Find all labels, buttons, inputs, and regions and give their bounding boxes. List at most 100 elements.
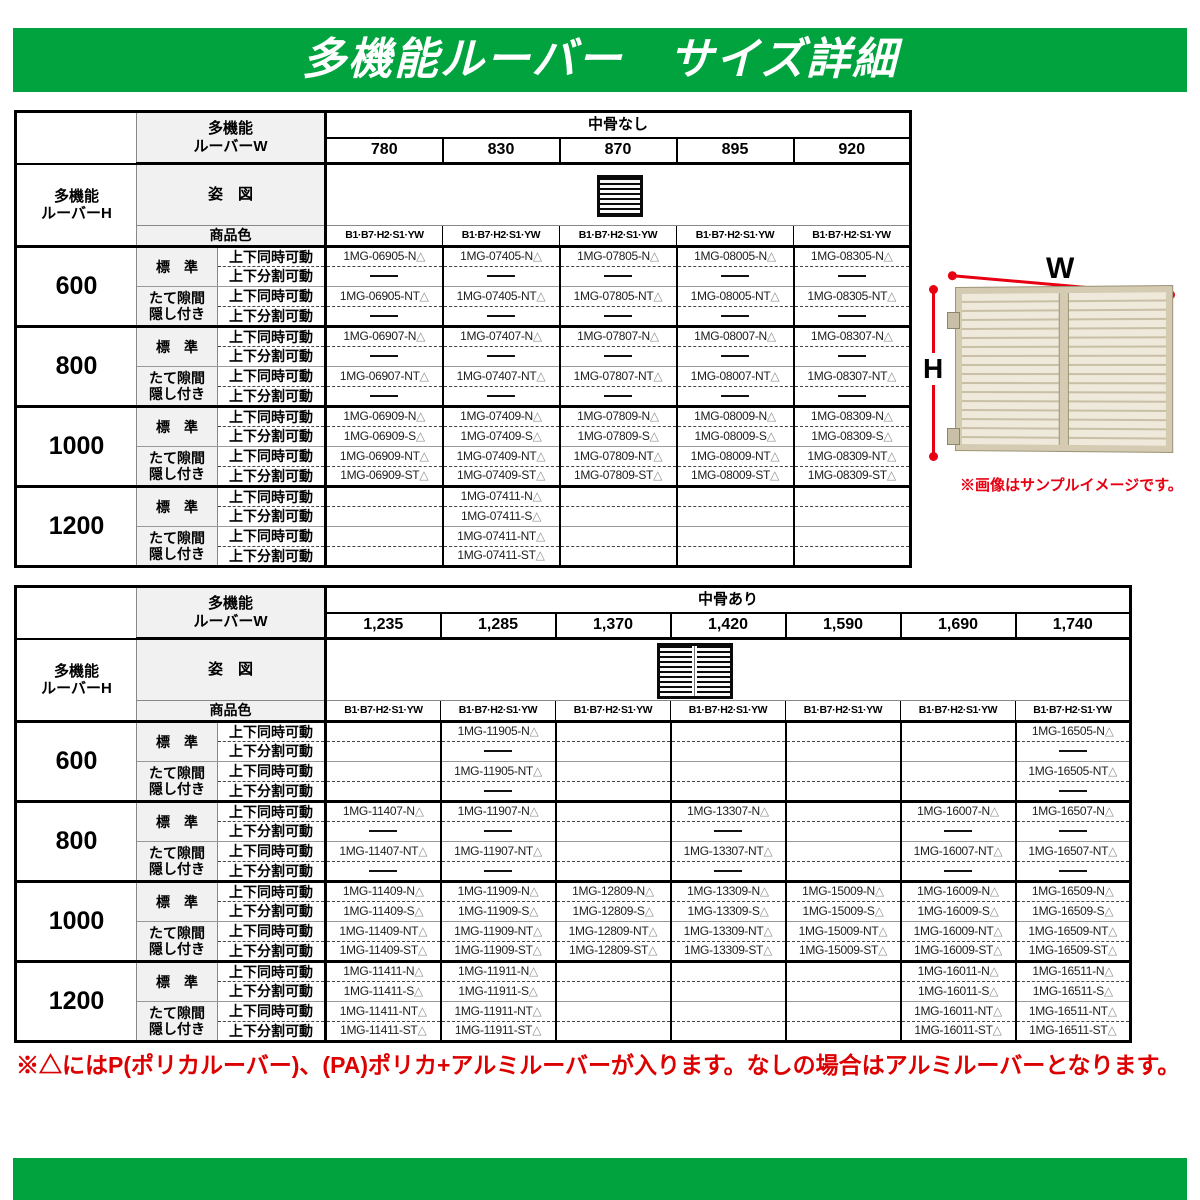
product-code-cell: 1MG-16511-ST△ [1014, 1021, 1131, 1043]
dash-cell [675, 386, 794, 408]
product-code-cell: 1MG-16009-S△ [899, 901, 1016, 922]
product-code-cell: 1MG-08309-S△ [792, 426, 911, 447]
height-cell: 1200 [15, 486, 137, 568]
dash-mark [714, 869, 742, 872]
product-code-cell: 1MG-11411-ST△ [324, 1021, 441, 1043]
corner-cell [15, 111, 137, 165]
color-codes-cell: B1·B7·H2·S1·YW [793, 225, 911, 248]
movable-type-cell: 上下分割可動 [217, 781, 327, 803]
empty-cell [324, 546, 443, 568]
empty-cell [675, 486, 794, 507]
product-code-cell: 1MG-06907-N△ [324, 326, 443, 347]
dash-cell [439, 741, 556, 762]
figure-label-cell: 姿 図 [136, 638, 327, 701]
width-header-cell: 1,690 [899, 612, 1016, 640]
product-code-cell: 1MG-11411-S△ [324, 981, 441, 1002]
empty-cell [675, 506, 794, 527]
dash-mark [721, 314, 749, 317]
product-code-cell: 1MG-07409-NT△ [441, 446, 560, 467]
empty-cell [784, 1021, 901, 1043]
empty-cell [558, 526, 677, 547]
category-gap-hidden-cell: たて隙間 隠し付き [136, 761, 218, 803]
color-codes-cell: B1·B7·H2·S1·YW [676, 225, 794, 248]
color-codes-cell: B1·B7·H2·S1·YW [325, 225, 443, 248]
product-code-cell: 1MG-06907-NT△ [324, 366, 443, 387]
category-standard-cell: 標 準 [136, 801, 218, 842]
product-code-cell: 1MG-07809-N△ [558, 406, 677, 427]
empty-cell [792, 526, 911, 547]
product-code-cell: 1MG-16509-N△ [1014, 881, 1131, 902]
category-gap-hidden-cell: たて隙間 隠し付き [136, 286, 218, 328]
product-code-cell: 1MG-06909-N△ [324, 406, 443, 427]
sample-image-caption: ※画像はサンプルイメージです。 [960, 477, 1183, 494]
movable-type-cell: 上下同時可動 [217, 721, 327, 742]
dash-mark [721, 275, 749, 278]
product-code-cell: 1MG-15009-S△ [784, 901, 901, 922]
dash-cell [441, 386, 560, 408]
color-codes-cell: B1·B7·H2·S1·YW [670, 700, 786, 723]
height-cell: 1200 [15, 961, 137, 1043]
movable-type-cell: 上下同時可動 [217, 406, 327, 427]
product-code-cell: 1MG-11907-NT△ [439, 841, 556, 862]
size-table-with-midrail: 多機能 ルーバーW 中骨あり 1,235 1,285 1,370 1,420 1,590 1,6… [14, 585, 1132, 1043]
title-bar: 多機能ルーバー サイズ詳細 [13, 28, 1187, 92]
dash-mark [484, 789, 512, 792]
product-code-cell: 1MG-16009-NT△ [899, 921, 1016, 942]
movable-type-cell: 上下同時可動 [217, 326, 327, 347]
color-codes-cell: B1·B7·H2·S1·YW [559, 225, 677, 248]
height-dimension-label: H [920, 353, 947, 385]
height-cell: 800 [15, 801, 137, 883]
product-code-cell: 1MG-16011-S△ [899, 981, 1016, 1002]
category-gap-hidden-cell: たて隙間 隠し付き [136, 841, 218, 883]
product-code-cell: 1MG-06905-N△ [324, 246, 443, 267]
empty-cell [784, 821, 901, 842]
dash-mark [1058, 789, 1087, 792]
product-code-cell: 1MG-16007-N△ [899, 801, 1016, 822]
corner-cell [15, 586, 137, 640]
product-code-cell: 1MG-16011-NT△ [899, 1001, 1016, 1022]
color-codes-cell: B1·B7·H2·S1·YW [325, 700, 441, 723]
movable-type-cell: 上下同時可動 [217, 486, 327, 507]
dash-cell [675, 346, 794, 367]
dash-mark [484, 830, 512, 833]
empty-cell [558, 486, 677, 507]
dash-cell [324, 306, 443, 328]
product-code-cell: 1MG-11411-N△ [324, 961, 441, 982]
empty-cell [554, 761, 671, 782]
movable-type-cell: 上下分割可動 [217, 346, 327, 367]
color-label-cell: 商品色 [136, 225, 327, 248]
empty-cell [784, 961, 901, 982]
dash-cell [792, 306, 911, 328]
empty-cell [324, 781, 441, 803]
w-axis-header: 多機能 ルーバーW [136, 111, 327, 165]
height-cell: 600 [15, 721, 137, 803]
louver-figure-icon [596, 175, 643, 217]
dash-mark [1058, 830, 1087, 833]
movable-type-cell: 上下同時可動 [217, 841, 327, 862]
table-no-midrail-container: 多機能 ルーバーW 中骨なし 780 830 870 895 920 多機能 ルーバーH 姿 図商品… [14, 110, 912, 568]
empty-cell [784, 861, 901, 883]
product-code-cell: 1MG-07809-S△ [558, 426, 677, 447]
product-code-cell: 1MG-07409-S△ [441, 426, 560, 447]
dash-cell [792, 346, 911, 367]
color-codes-cell: B1·B7·H2·S1·YW [900, 700, 1016, 723]
product-code-cell: 1MG-07407-NT△ [441, 366, 560, 387]
dash-mark [604, 275, 632, 278]
product-code-cell: 1MG-11905-N△ [439, 721, 556, 742]
width-header-cell: 1,370 [554, 612, 671, 640]
empty-cell [675, 526, 794, 547]
product-code-cell: 1MG-08007-NT△ [675, 366, 794, 387]
empty-cell [792, 506, 911, 527]
product-code-cell: 1MG-07807-N△ [558, 326, 677, 347]
width-dimension-label: W [1046, 252, 1075, 285]
movable-type-cell: 上下同時可動 [217, 1001, 327, 1022]
dash-cell [558, 306, 677, 328]
movable-type-cell: 上下同時可動 [217, 801, 327, 822]
product-code-cell: 1MG-16511-NT△ [1014, 1001, 1131, 1022]
dash-cell [439, 861, 556, 883]
width-header-cell: 1,590 [784, 612, 901, 640]
product-code-cell: 1MG-16505-N△ [1014, 721, 1131, 742]
empty-cell [554, 721, 671, 742]
empty-cell [669, 981, 786, 1002]
empty-cell [899, 781, 1016, 803]
